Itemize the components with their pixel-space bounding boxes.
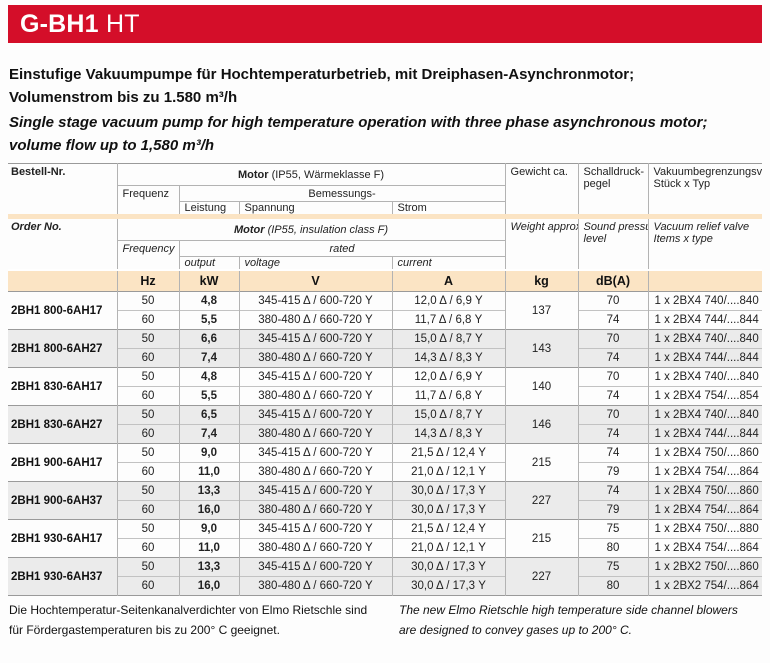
- model-cell: 2BH1 930-6AH37: [8, 557, 117, 596]
- header-spl-en: Sound pressurelevel: [577, 219, 649, 270]
- weight-cell: 227: [504, 481, 579, 520]
- weight-cell: 227: [504, 557, 579, 596]
- table-row: 60 5,5 380-480 Δ / 660-720 Y 11,7 Δ / 6,…: [8, 386, 763, 406]
- footer-de-line1: Die Hochtemperatur-Seitenkanalverdichter…: [9, 603, 368, 617]
- unit-v: V: [238, 269, 392, 292]
- model-cell: 2BH1 830-6AH17: [8, 367, 117, 406]
- table-row: 60 5,5 380-480 Δ / 660-720 Y 11,7 Δ / 6,…: [8, 310, 763, 330]
- table-row: 2BH1 900-6AH17 50 9,0 345-415 Δ / 600-72…: [8, 443, 763, 482]
- header-spl-de: Schalldruck-pegel: [577, 163, 649, 214]
- weight-cell: 215: [504, 443, 579, 482]
- header-frequency-en: Frequency: [116, 240, 179, 270]
- header-rated-en: rated: [178, 240, 506, 257]
- weight-cell: 140: [504, 367, 579, 406]
- table-row: 2BH1 930-6AH37 50 13,3 345-415 Δ / 600-7…: [8, 557, 763, 596]
- unit-kg: kg: [504, 269, 579, 292]
- page-title: G-BH1 HT: [8, 10, 140, 39]
- header-weight-de: Gewicht ca.: [504, 163, 579, 214]
- table-row: 60 16,0 380-480 Δ / 660-720 Y 30,0 Δ / 1…: [8, 576, 763, 596]
- weight-cell: 143: [504, 329, 579, 368]
- header-valve-de: VakuumbegrenzungsventilStück x Typ: [647, 163, 763, 214]
- intro-de-line1: Einstufige Vakuumpumpe für Hochtemperatu…: [9, 66, 635, 83]
- model-cell: 2BH1 830-6AH27: [8, 405, 117, 444]
- header-frequency-de: Frequenz: [116, 185, 179, 214]
- spec-table: Bestell-Nr. Motor (IP55, Wärmeklasse F) …: [8, 163, 763, 596]
- weight-cell: 137: [504, 291, 579, 330]
- model-cell: 2BH1 800-6AH17: [8, 291, 117, 330]
- header-order-no-de: Bestell-Nr.: [11, 166, 66, 178]
- header-output-de: Leistung: [178, 201, 239, 214]
- unit-row: Hz kW V A kg dB(A): [8, 269, 763, 292]
- footer-en-line1: The new Elmo Rietschle high temperature …: [399, 603, 738, 617]
- model-cell: 2BH1 800-6AH27: [8, 329, 117, 368]
- intro-text-german: Einstufige Vakuumpumpe für Hochtemperatu…: [9, 63, 634, 109]
- header-output-en: output: [178, 256, 239, 270]
- brand-header-banner: G-BH1 HT: [8, 5, 762, 43]
- header-rated-de: Bemessungs-: [178, 185, 506, 202]
- header-voltage-de: Spannung: [238, 201, 392, 214]
- header-motor-en: Motor (IP55, insulation class F): [116, 219, 506, 241]
- footer-de-line2: für Fördergastemperaturen bis zu 200° C …: [9, 623, 280, 637]
- table-row: 60 16,0 380-480 Δ / 660-720 Y 30,0 Δ / 1…: [8, 500, 763, 520]
- table-row: 60 11,0 380-480 Δ / 660-720 Y 21,0 Δ / 1…: [8, 462, 763, 482]
- header-voltage-en: voltage: [238, 256, 392, 270]
- model-cell: 2BH1 930-6AH17: [8, 519, 117, 558]
- weight-cell: 215: [504, 519, 579, 558]
- intro-de-line2: Volumenstrom bis zu 1.580 m³/h: [9, 89, 238, 106]
- unit-kw: kW: [178, 269, 239, 292]
- header-motor-de: Motor (IP55, Wärmeklasse F): [116, 163, 506, 186]
- table-row: 2BH1 800-6AH27 50 6,6 345-415 Δ / 600-72…: [8, 329, 763, 368]
- unit-hz: Hz: [116, 269, 179, 292]
- unit-empty: [8, 269, 117, 292]
- model-cell: 2BH1 900-6AH17: [8, 443, 117, 482]
- weight-cell: 146: [504, 405, 579, 444]
- intro-en-line2: volume flow up to 1,580 m³/h: [9, 137, 215, 154]
- model-cell: 2BH1 900-6AH37: [8, 481, 117, 520]
- header-valve-en: Vacuum relief valve Items x type: [647, 219, 763, 270]
- header-order-no-en: Order No.: [11, 221, 62, 233]
- table-row: 2BH1 800-6AH17 50 4,8 345-415 Δ / 600-72…: [8, 291, 763, 330]
- header-current-de: Strom: [391, 201, 506, 214]
- unit-dba: dB(A): [577, 269, 649, 292]
- header-weight-en: Weight approx.: [504, 219, 579, 270]
- table-row: 2BH1 900-6AH37 50 13,3 345-415 Δ / 600-7…: [8, 481, 763, 520]
- unit-a: A: [391, 269, 506, 292]
- page-title-main: G-BH1: [20, 9, 99, 38]
- page-title-suffix: HT: [98, 9, 140, 38]
- table-row: 60 7,4 380-480 Δ / 660-720 Y 14,3 Δ / 8,…: [8, 424, 763, 444]
- table-row: 60 11,0 380-480 Δ / 660-720 Y 21,0 Δ / 1…: [8, 538, 763, 558]
- footer-text-german: Die Hochtemperatur-Seitenkanalverdichter…: [9, 600, 391, 640]
- table-row: 2BH1 930-6AH17 50 9,0 345-415 Δ / 600-72…: [8, 519, 763, 558]
- table-row: 60 7,4 380-480 Δ / 660-720 Y 14,3 Δ / 8,…: [8, 348, 763, 368]
- header-separator-band: [8, 214, 763, 219]
- intro-en-line1: Single stage vacuum pump for high temper…: [9, 114, 708, 131]
- table-row: 2BH1 830-6AH27 50 6,5 345-415 Δ / 600-72…: [8, 405, 763, 444]
- unit-valve-empty: [647, 269, 763, 292]
- header-current-en: current: [391, 256, 506, 270]
- footer-text-english: The new Elmo Rietschle high temperature …: [399, 600, 762, 640]
- table-row: 2BH1 830-6AH17 50 4,8 345-415 Δ / 600-72…: [8, 367, 763, 406]
- intro-text-english: Single stage vacuum pump for high temper…: [9, 111, 707, 157]
- footer-en-line2: are designed to convey gases up to 200° …: [399, 623, 632, 637]
